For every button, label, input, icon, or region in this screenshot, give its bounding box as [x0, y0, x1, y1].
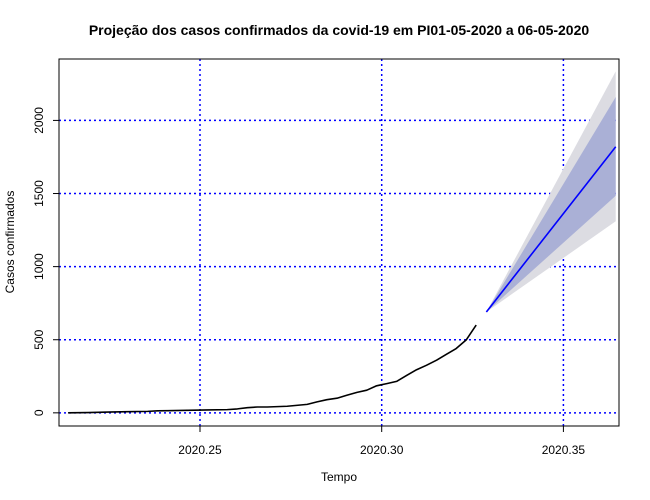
forecast-band-80-area	[486, 97, 616, 312]
forecast-band-95-area	[486, 71, 616, 312]
x-tick-label: 2020.35	[542, 443, 586, 457]
observed-series-line	[68, 324, 477, 414]
y-tick-label: 1500	[32, 180, 46, 207]
forecast-band-80	[486, 97, 616, 312]
x-axis-label: Tempo	[321, 470, 357, 484]
x-tick-label: 2020.25	[178, 443, 222, 457]
x-tick-label: 2020.30	[360, 443, 404, 457]
y-tick-label: 2000	[32, 107, 46, 134]
y-axis-label: Casos confirmados	[3, 191, 17, 294]
chart-title: Projeção dos casos confirmados da covid-…	[89, 22, 590, 38]
y-tick-label: 1000	[32, 253, 46, 280]
forecast-band-95	[486, 71, 616, 312]
forecast-series-line	[485, 146, 617, 313]
y-tick-label: 500	[32, 329, 46, 349]
y-tick-label: 0	[32, 409, 46, 416]
x-axis: 2020.25 2020.30 2020.35	[178, 425, 586, 457]
series	[68, 146, 617, 414]
y-axis: 0 500 1000 1500 2000	[32, 107, 60, 416]
